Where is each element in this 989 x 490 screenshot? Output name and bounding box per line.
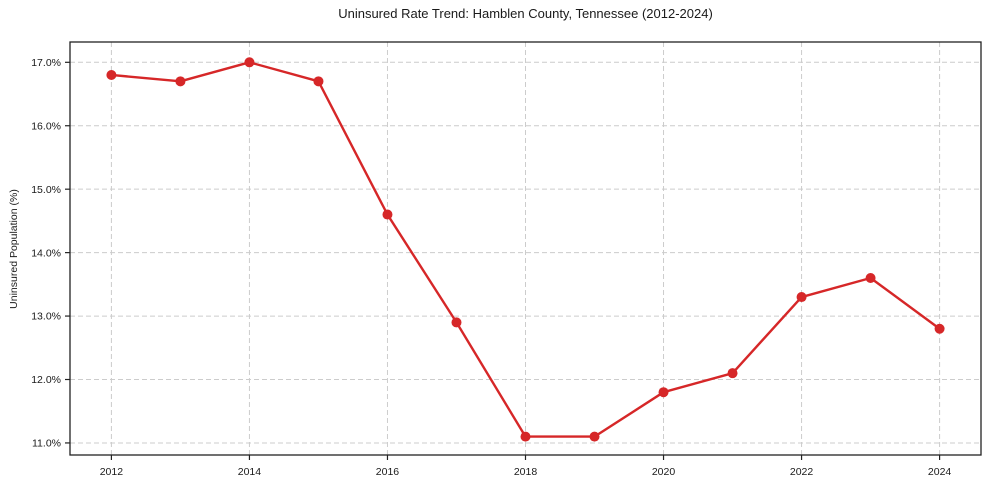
data-point-marker xyxy=(796,292,807,303)
data-point-marker xyxy=(106,69,117,80)
data-point-marker xyxy=(244,57,255,68)
data-point-marker xyxy=(589,431,600,442)
data-point-marker xyxy=(382,209,393,220)
x-tick-label: 2022 xyxy=(790,466,814,478)
y-tick-label: 13.0% xyxy=(31,311,61,323)
y-tick-label: 14.0% xyxy=(31,247,61,259)
x-tick-label: 2014 xyxy=(238,466,262,478)
x-tick-label: 2012 xyxy=(100,466,124,478)
data-point-marker xyxy=(313,76,324,87)
data-point-marker xyxy=(175,76,186,87)
x-tick-label: 2018 xyxy=(514,466,538,478)
y-tick-label: 15.0% xyxy=(31,184,61,196)
data-point-marker xyxy=(865,273,876,283)
data-point-marker xyxy=(727,368,738,379)
data-point-marker xyxy=(934,323,945,334)
data-point-marker xyxy=(451,317,462,328)
x-tick-label: 2024 xyxy=(928,466,952,478)
data-point-marker xyxy=(658,387,669,398)
axes-frame xyxy=(69,41,982,456)
y-tick-label: 12.0% xyxy=(31,374,61,386)
x-tick-label: 2020 xyxy=(652,466,676,478)
x-tick-label: 2016 xyxy=(376,466,400,478)
data-point-marker xyxy=(520,431,531,442)
y-tick-label: 16.0% xyxy=(31,120,61,132)
chart-title: Uninsured Rate Trend: Hamblen County, Te… xyxy=(338,6,713,21)
y-tick-label: 17.0% xyxy=(31,57,61,69)
y-tick-label: 11.0% xyxy=(32,438,61,450)
